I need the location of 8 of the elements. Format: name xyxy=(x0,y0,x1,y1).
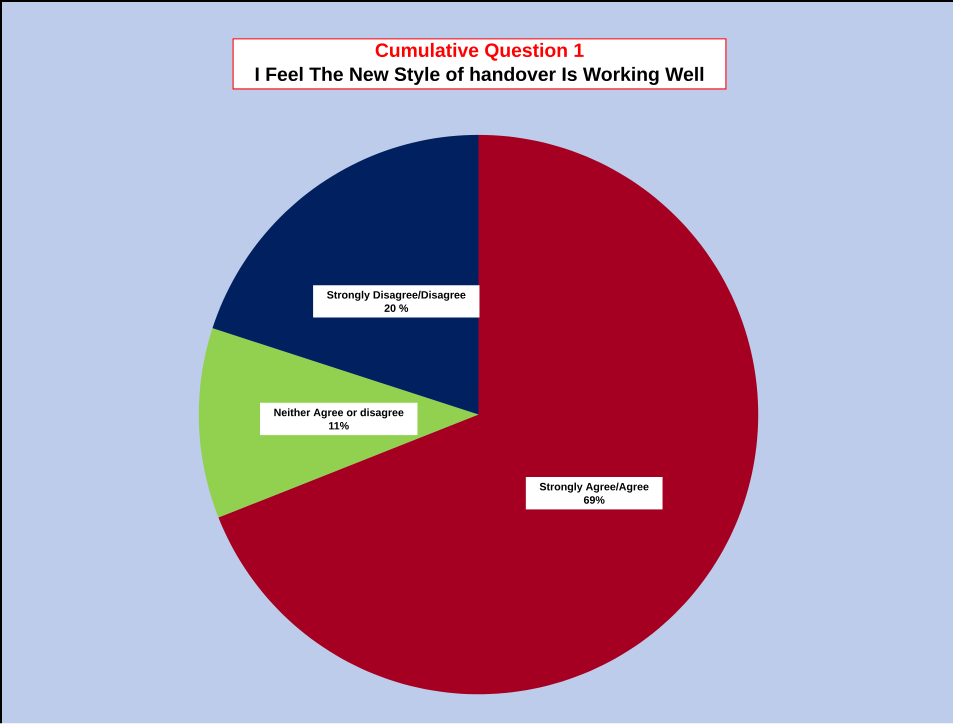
chart-title: Cumulative Question 1 xyxy=(376,42,584,61)
slice-label: Strongly Disagree/Disagree xyxy=(327,290,466,301)
data-label: 20 % xyxy=(384,304,408,312)
slice-label: Neither Agree or disagree xyxy=(274,408,404,418)
chart-subtitle: I Feel The New Style of handover Is Working Well xyxy=(256,66,704,85)
slice-label: Strongly Agree/Agree xyxy=(540,482,649,492)
data-label: 11% xyxy=(329,422,349,430)
data-label: 69% xyxy=(584,496,605,504)
